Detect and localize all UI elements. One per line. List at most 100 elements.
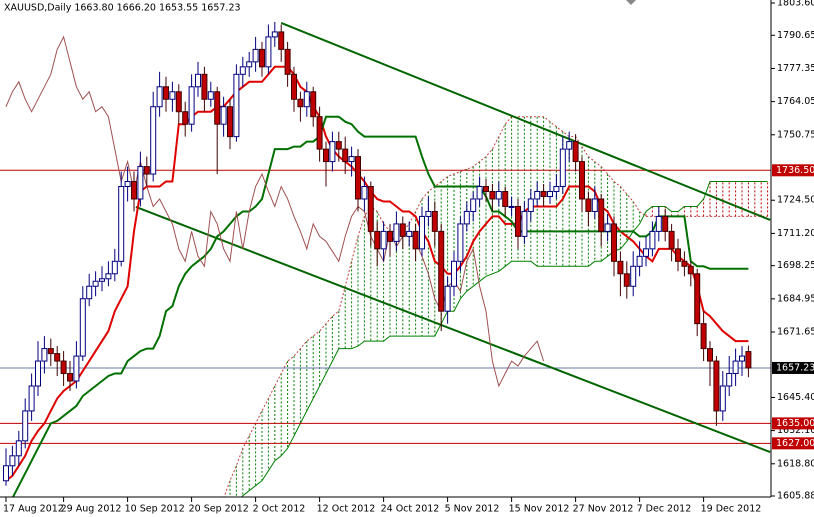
candle-body bbox=[540, 191, 547, 197]
candle-body bbox=[463, 210, 470, 225]
candle-body bbox=[118, 186, 125, 262]
candle-body bbox=[22, 410, 29, 442]
candle-body bbox=[278, 31, 285, 50]
candle-body bbox=[425, 210, 432, 217]
candle-body bbox=[227, 106, 233, 138]
candle-body bbox=[675, 248, 681, 262]
candle-body bbox=[150, 106, 157, 175]
candle-body bbox=[284, 48, 291, 75]
candle-body bbox=[566, 141, 573, 150]
candle-body bbox=[367, 186, 374, 232]
candle-body bbox=[105, 273, 112, 280]
candle-body bbox=[188, 86, 195, 125]
indicator-line bbox=[5, 65, 749, 482]
candle-body bbox=[47, 348, 54, 355]
candle-body bbox=[495, 191, 502, 200]
candle-body bbox=[67, 373, 73, 382]
x-tick-label: 2 Oct 2012 bbox=[253, 504, 306, 515]
candle-body bbox=[739, 355, 745, 362]
y-tick-label: 1645.40 bbox=[777, 392, 814, 403]
y-tick-label: 1803.60 bbox=[777, 0, 814, 9]
y-tick-label: 1684.95 bbox=[777, 293, 814, 304]
candle-body bbox=[265, 36, 272, 68]
x-tick-label: 12 Oct 2012 bbox=[317, 504, 376, 515]
candle-body bbox=[310, 91, 317, 118]
candle-body bbox=[655, 215, 662, 232]
candle-body bbox=[399, 223, 406, 237]
x-tick-label: 19 Dec 2012 bbox=[701, 504, 762, 515]
candle-body bbox=[271, 31, 278, 38]
candle-body bbox=[239, 66, 246, 75]
candle-body bbox=[73, 355, 80, 382]
chart-title: XAUUSD,Daily 1663.80 1666.20 1653.55 165… bbox=[4, 3, 241, 14]
candle-body bbox=[316, 116, 323, 150]
candle-body bbox=[214, 91, 221, 125]
candle-body bbox=[92, 280, 99, 287]
candle-body bbox=[431, 210, 438, 232]
candle-body bbox=[591, 198, 598, 212]
candle-body bbox=[3, 465, 9, 482]
x-tick-label: 15 Nov 2012 bbox=[509, 504, 570, 515]
candle-body bbox=[79, 298, 86, 357]
candle-body bbox=[515, 205, 521, 237]
candle-body bbox=[99, 278, 105, 282]
y-tick-label: 1671.65 bbox=[777, 327, 814, 338]
candle-body bbox=[355, 156, 361, 200]
candle-body bbox=[246, 61, 253, 68]
indicator-line bbox=[11, 115, 749, 497]
candle-body bbox=[201, 73, 208, 100]
candle-body bbox=[387, 230, 393, 242]
candle-body bbox=[252, 48, 259, 63]
candle-body bbox=[329, 141, 336, 163]
y-tick-label: 1724.50 bbox=[777, 195, 814, 206]
x-tick-label: 17 Aug 2012 bbox=[3, 504, 64, 515]
senkou-span-b bbox=[241, 181, 768, 497]
candle-body bbox=[438, 230, 445, 312]
candle-body bbox=[86, 285, 93, 300]
candle-body bbox=[489, 191, 496, 200]
candle-body bbox=[335, 141, 342, 150]
candle-body bbox=[143, 166, 150, 175]
y-tick-label: 1750.75 bbox=[777, 129, 814, 140]
y-tick-label: 1764.05 bbox=[777, 96, 814, 107]
candle-body bbox=[207, 91, 214, 100]
price-level-box bbox=[772, 164, 814, 177]
y-tick-label: 1632.10 bbox=[777, 425, 814, 436]
candle-body bbox=[169, 91, 176, 100]
candle-body bbox=[502, 191, 509, 207]
candle-body bbox=[35, 360, 41, 387]
candle-body bbox=[291, 73, 297, 100]
candle-body bbox=[559, 148, 566, 188]
trend-line bbox=[280, 22, 771, 221]
candle-body bbox=[195, 73, 201, 88]
candle-body bbox=[726, 373, 733, 387]
candle-body bbox=[694, 273, 701, 325]
candle-body bbox=[220, 106, 227, 125]
candle-body bbox=[156, 86, 163, 108]
candle-body bbox=[604, 223, 611, 232]
y-tick-label: 1698.25 bbox=[777, 260, 814, 271]
y-tick-label: 1790.65 bbox=[777, 30, 814, 41]
price-level-label: 1627.00 bbox=[776, 438, 814, 449]
shift-marker bbox=[626, 0, 636, 5]
candle-body bbox=[163, 86, 169, 100]
candle-body bbox=[662, 215, 669, 232]
candle-body bbox=[719, 385, 726, 412]
candle-body bbox=[470, 198, 477, 212]
candle-body bbox=[297, 98, 304, 108]
candle-body bbox=[124, 181, 131, 188]
candle-body bbox=[687, 265, 694, 275]
candle-body bbox=[41, 348, 48, 362]
candle-body bbox=[611, 223, 617, 262]
candle-body bbox=[476, 186, 483, 200]
candle-body bbox=[393, 223, 400, 242]
candle-body bbox=[483, 186, 489, 193]
price-level-box bbox=[772, 417, 814, 430]
candle-body bbox=[419, 215, 425, 250]
candle-body bbox=[137, 166, 144, 200]
price-level-label: 1657.23 bbox=[776, 362, 814, 373]
candle-body bbox=[745, 351, 752, 369]
candle-body bbox=[579, 161, 585, 200]
